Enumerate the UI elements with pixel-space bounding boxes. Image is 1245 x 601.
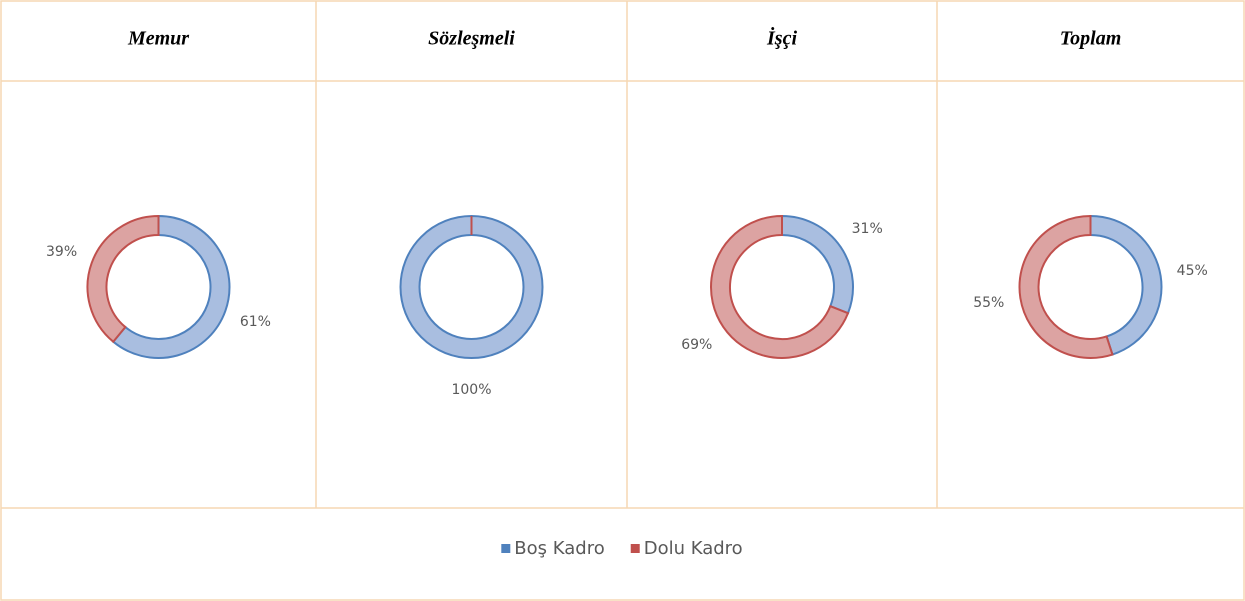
column-header: Sözleşmeli <box>428 28 515 50</box>
legend-swatch <box>630 544 640 553</box>
donut-segment <box>399 214 544 360</box>
data-label: 39% <box>46 244 77 260</box>
data-label: 31% <box>852 221 883 237</box>
donut-segment <box>111 214 231 359</box>
data-label: 69% <box>681 337 712 353</box>
column-header: Toplam <box>1060 28 1122 50</box>
donut-segment <box>1018 214 1114 359</box>
legend-label: Boş Kadro <box>514 538 604 559</box>
donut-segment <box>710 214 850 359</box>
donut-segment <box>1089 214 1163 356</box>
data-label: 45% <box>1177 263 1208 279</box>
data-label: 55% <box>973 295 1004 311</box>
donut-segment <box>86 214 160 344</box>
data-label: 61% <box>240 314 271 330</box>
donut-segment <box>781 214 854 315</box>
legend-swatch <box>501 544 511 553</box>
column-header: Memur <box>127 28 189 50</box>
data-label: 100% <box>451 382 491 398</box>
legend-label: Dolu Kadro <box>644 538 743 559</box>
column-header: İşçi <box>766 26 797 50</box>
